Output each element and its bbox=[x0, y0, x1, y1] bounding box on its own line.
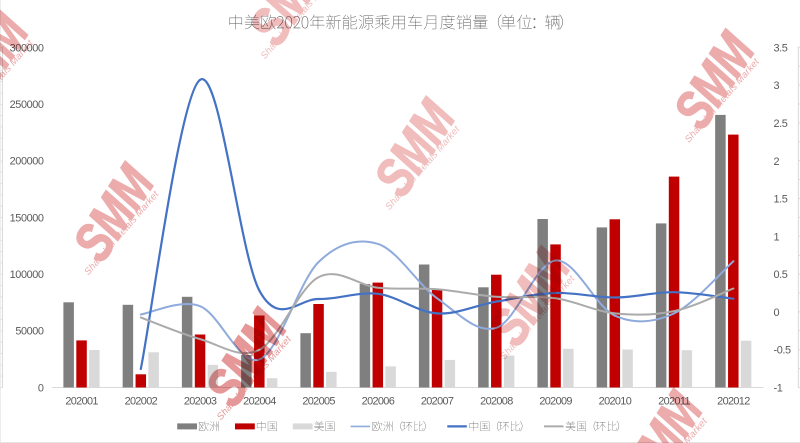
svg-text:202008: 202008 bbox=[480, 395, 513, 407]
svg-text:2.5: 2.5 bbox=[774, 118, 788, 130]
svg-text:202012: 202012 bbox=[717, 395, 750, 407]
svg-text:0: 0 bbox=[38, 382, 44, 394]
svg-text:202001: 202001 bbox=[65, 395, 98, 407]
svg-text:-1: -1 bbox=[774, 383, 783, 395]
svg-text:3: 3 bbox=[774, 80, 780, 92]
svg-text:202010: 202010 bbox=[599, 395, 632, 407]
svg-text:3.5: 3.5 bbox=[774, 42, 788, 54]
svg-text:150000: 150000 bbox=[10, 212, 44, 224]
svg-text:2: 2 bbox=[774, 156, 780, 168]
svg-text:50000: 50000 bbox=[15, 326, 44, 338]
svg-text:202007: 202007 bbox=[421, 395, 454, 407]
svg-text:100000: 100000 bbox=[10, 269, 44, 281]
svg-text:200000: 200000 bbox=[10, 156, 44, 168]
svg-text:202004: 202004 bbox=[243, 395, 276, 407]
svg-text:202003: 202003 bbox=[184, 395, 217, 407]
svg-text:202006: 202006 bbox=[362, 395, 395, 407]
svg-text:1.5: 1.5 bbox=[774, 194, 788, 206]
svg-text:202002: 202002 bbox=[125, 395, 158, 407]
svg-text:0: 0 bbox=[774, 307, 780, 319]
svg-text:202009: 202009 bbox=[539, 395, 572, 407]
svg-text:202011: 202011 bbox=[658, 395, 690, 407]
svg-text:-0.5: -0.5 bbox=[774, 345, 791, 357]
svg-text:202005: 202005 bbox=[302, 395, 335, 407]
svg-text:300000: 300000 bbox=[10, 42, 44, 54]
svg-text:1: 1 bbox=[774, 231, 780, 243]
svg-text:0.5: 0.5 bbox=[774, 269, 788, 281]
svg-text:250000: 250000 bbox=[10, 99, 44, 111]
